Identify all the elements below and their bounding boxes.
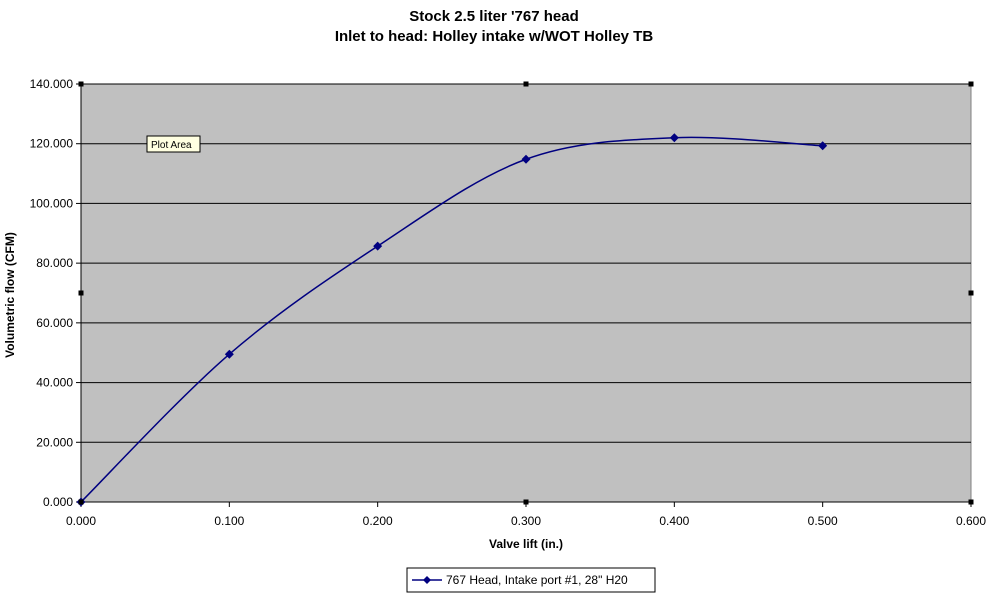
x-tick-label: 0.400 xyxy=(659,514,689,528)
x-tick-label: 0.100 xyxy=(214,514,244,528)
tooltip-box xyxy=(146,135,201,153)
chart-subtitle: Inlet to head: Holley intake w/WOT Holle… xyxy=(335,28,654,45)
data-point-marker[interactable] xyxy=(818,141,828,151)
x-tick-labels: 0.000 0.100 0.200 0.300 0.400 0.500 0.600 xyxy=(66,514,986,528)
y-axis-label: Volumetric flow (CFM) xyxy=(3,232,17,358)
x-tick-label: 0.600 xyxy=(956,514,986,528)
y-tick-label: 60.000 xyxy=(36,316,73,330)
x-tick-label: 0.500 xyxy=(808,514,838,528)
plot-area-tooltip: Plot Area xyxy=(146,135,201,153)
y-tick-label: 40.000 xyxy=(36,376,73,390)
y-tick-label: 80.000 xyxy=(36,256,73,270)
x-tick-label: 0.300 xyxy=(511,514,541,528)
y-tick-label: 100.000 xyxy=(30,196,74,210)
selection-handle[interactable] xyxy=(78,290,84,296)
x-axis-label: Valve lift (in.) xyxy=(489,537,563,551)
tooltip-label: Plot Area xyxy=(151,140,192,151)
data-point-marker[interactable] xyxy=(521,154,531,164)
legend-series-label: 767 Head, Intake port #1, 28" H20 xyxy=(446,573,628,587)
selection-handles[interactable] xyxy=(78,81,974,505)
selection-handle[interactable] xyxy=(968,290,974,296)
y-tick-labels: 0.000 20.000 40.000 60.000 80.000 100.000 120.… xyxy=(30,77,74,509)
selection-handle[interactable] xyxy=(968,499,974,505)
y-tick-label: 0.000 xyxy=(43,495,73,509)
selection-handle[interactable] xyxy=(968,81,974,87)
selection-handle[interactable] xyxy=(523,81,529,87)
data-point-marker[interactable] xyxy=(669,133,679,143)
legend[interactable]: 767 Head, Intake port #1, 28" H20 xyxy=(406,567,656,593)
selection-handle[interactable] xyxy=(78,81,84,87)
data-point-marker[interactable] xyxy=(373,241,383,251)
y-tick-label: 120.000 xyxy=(30,137,74,151)
series-line[interactable] xyxy=(80,136,823,503)
chart-title: Stock 2.5 liter '767 head xyxy=(409,8,578,25)
y-tick-label: 20.000 xyxy=(36,435,73,449)
selection-handle[interactable] xyxy=(78,499,84,505)
legend-box xyxy=(406,567,656,593)
y-tick-label: 140.000 xyxy=(30,77,74,91)
selection-handle[interactable] xyxy=(523,499,529,505)
data-point-marker[interactable] xyxy=(224,349,234,359)
gridlines xyxy=(81,83,971,443)
plot-area[interactable] xyxy=(80,83,972,503)
legend-marker-swatch xyxy=(423,576,431,584)
x-tick-label: 0.200 xyxy=(363,514,393,528)
x-tick-label: 0.000 xyxy=(66,514,96,528)
